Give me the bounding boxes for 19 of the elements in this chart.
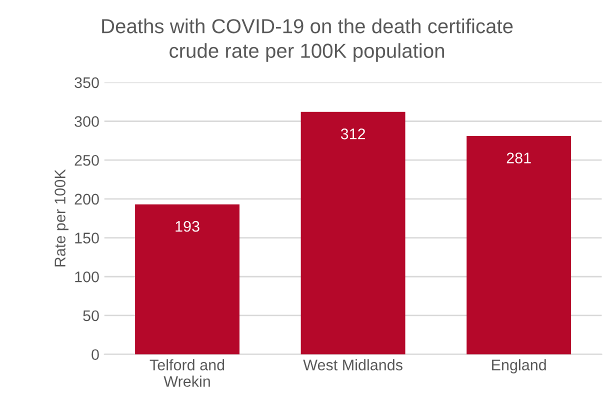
x-tick-label: Telford and Wrekin: [150, 359, 224, 387]
data-label: 193: [176, 220, 200, 232]
y-axis-title: Rate per 100K: [54, 169, 68, 266]
x-tick-label: West Midlands: [303, 359, 402, 370]
chart-title: Deaths with COVID-19 on the death certificate crude rate per 100K population: [102, 18, 513, 62]
y-tick-label: 350: [74, 77, 99, 88]
data-label: 281: [506, 152, 531, 164]
data-label: 312: [340, 128, 366, 140]
y-tick-label: 150: [75, 232, 99, 244]
y-tick-label: 200: [74, 194, 99, 205]
y-tick-label: 300: [74, 116, 99, 127]
x-tick-label: England: [492, 359, 546, 374]
bar: [466, 136, 572, 354]
y-tick-label: 100: [75, 271, 99, 282]
y-tick-label: 0: [92, 349, 99, 360]
y-tick-label: 250: [74, 154, 99, 166]
bar: [135, 204, 240, 354]
y-tick-label: 50: [83, 310, 99, 322]
bar: [300, 112, 406, 354]
